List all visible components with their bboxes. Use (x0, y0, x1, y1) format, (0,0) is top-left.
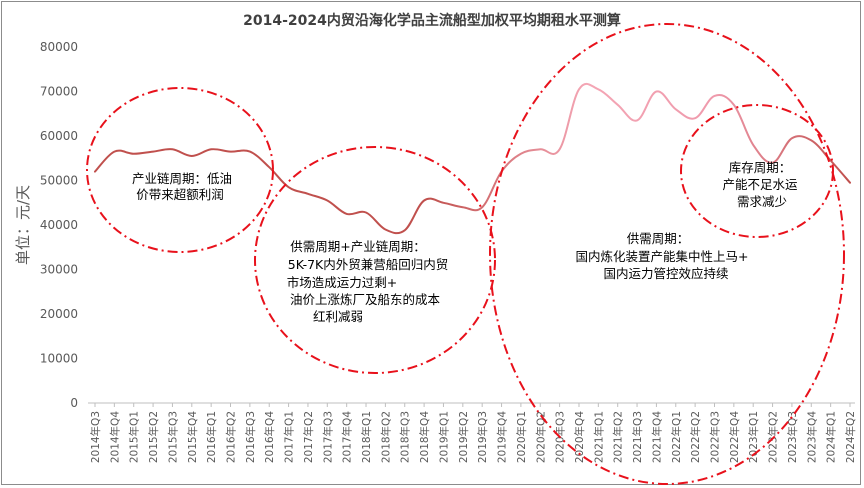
x-tick-label: 2023年Q1 (747, 411, 760, 463)
annotation-text-2: 供需周期+产业链周期： 5K-7K内外贸兼营船回归内贸 市场造成运力过剩+ 油价… (287, 239, 452, 324)
annotation-circle-4 (680, 104, 834, 238)
x-tick-label: 2015年Q2 (147, 411, 160, 463)
y-tick-label: 80000 (40, 40, 78, 54)
x-tick-label: 2019年Q1 (437, 411, 450, 463)
x-tick-label: 2016年Q2 (225, 411, 238, 463)
x-tick-label: 2018年Q2 (379, 411, 392, 463)
x-tick-label: 2020年Q1 (515, 411, 528, 463)
x-tick-label: 2022年Q1 (670, 411, 683, 463)
x-tick-label: 2017年Q3 (321, 411, 334, 463)
x-tick-label: 2018年Q3 (399, 411, 412, 463)
y-tick-label: 60000 (40, 129, 78, 143)
annotation-text-1: 产业链周期：低油 价带来超额利润 (132, 171, 236, 202)
x-tick-label: 2019年Q3 (476, 411, 489, 463)
x-tick-label: 2021年Q1 (592, 411, 605, 463)
y-tick-label: 50000 (40, 174, 78, 188)
x-tick-label: 2018年Q1 (360, 411, 373, 463)
y-tick-label: 0 (70, 396, 78, 410)
x-tick-label: 2015年Q4 (186, 411, 199, 463)
annotation-circle-3 (489, 23, 845, 485)
y-tick-label: 40000 (40, 218, 78, 232)
annotation-text-4: 库存周期： 产能不足水运 需求减少 (723, 160, 802, 209)
x-tick-label: 2022年Q4 (728, 411, 741, 463)
x-tick-label: 2020年Q2 (534, 411, 547, 463)
x-tick-label: 2016年Q1 (205, 411, 218, 463)
x-tick-label: 2021年Q4 (650, 411, 663, 463)
annotation-circle-2 (254, 146, 496, 374)
x-tick-label: 2017年Q1 (283, 411, 296, 463)
x-tick-label: 2014年Q4 (108, 411, 121, 463)
annotation-text-3: 供需周期： 国内炼化装置产能集中性上马+ 国内运力管控效应持续 (576, 231, 753, 281)
x-tick-label: 2020年Q4 (573, 411, 586, 463)
x-tick-label: 2017年Q2 (302, 411, 315, 463)
x-tick-label: 2015年Q3 (166, 411, 179, 463)
x-tick-label: 2019年Q2 (457, 411, 470, 463)
x-tick-label: 2016年Q4 (263, 411, 276, 463)
chart-title: 2014-2024内贸沿海化学品主流船型加权平均期租水平测算 (243, 12, 621, 29)
x-tick-label: 2023年Q4 (805, 411, 818, 463)
y-tick-label: 30000 (40, 263, 78, 277)
x-tick-label: 2024年Q1 (825, 411, 838, 463)
x-tick-label: 2022年Q2 (689, 411, 702, 463)
x-tick-label: 2022年Q3 (708, 411, 721, 463)
x-tick-label: 2023年Q3 (786, 411, 799, 463)
y-axis-label: 单位：元/天 (14, 185, 32, 265)
x-tick-label: 2024年Q2 (844, 411, 857, 463)
x-tick-label: 2019年Q4 (496, 411, 509, 463)
series-line (94, 82, 851, 235)
y-tick-label: 10000 (40, 352, 78, 366)
y-tick-label: 20000 (40, 307, 78, 321)
y-axis-ticks: 0 10000 20000 30000 40000 50000 60000 70000 8000… (40, 40, 78, 410)
x-tick-label: 2018年Q4 (418, 411, 431, 463)
x-tick-label: 2015年Q1 (128, 411, 141, 463)
x-tick-label: 2016年Q3 (244, 411, 257, 463)
y-tick-label: 70000 (40, 85, 78, 99)
x-tick-label: 2014年Q3 (89, 411, 102, 463)
annotation-circle-1 (86, 87, 274, 253)
x-tick-label: 2017年Q4 (341, 411, 354, 463)
x-tick-label: 2021年Q2 (612, 411, 625, 463)
x-axis-ticks: 2014年Q3 2014年Q4 2015年Q1 2015年Q2 2015年Q3 2015年… (89, 403, 857, 463)
x-tick-label: 2021年Q3 (631, 411, 644, 463)
